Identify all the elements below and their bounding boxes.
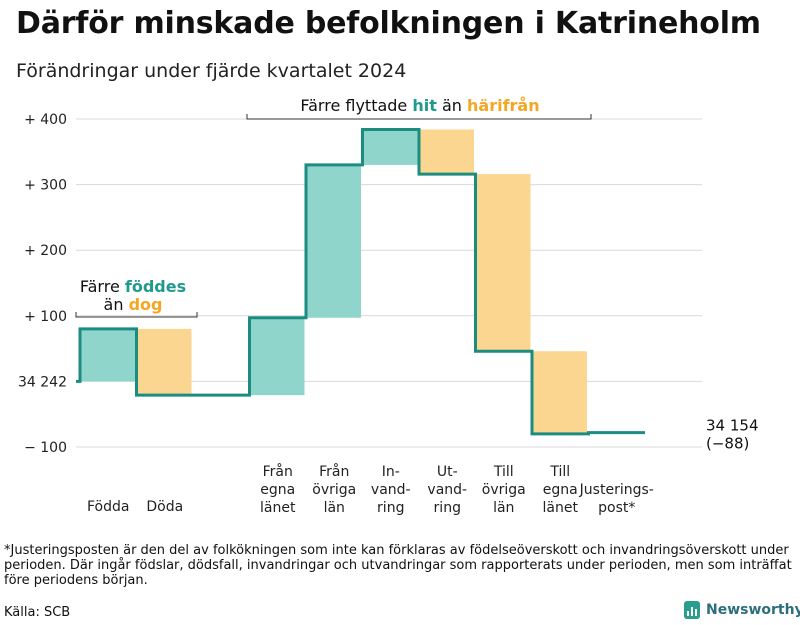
end-value-label: 34 154 bbox=[706, 417, 759, 435]
y-tick-label: + 100 bbox=[24, 309, 67, 325]
chart-subtitle: Förändringar under fjärde kvartalet 2024 bbox=[16, 60, 407, 82]
waterfall-bar bbox=[419, 129, 474, 175]
x-category-label: övriga bbox=[312, 482, 356, 498]
waterfall-chart: + 400 + 300 + 200 + 100 34 242 − 100 34 154(−8… bbox=[18, 96, 759, 516]
x-category-label: post* bbox=[598, 500, 635, 516]
x-category-label: ring bbox=[434, 500, 461, 516]
waterfall-bar bbox=[306, 164, 361, 318]
x-category-label: länet bbox=[260, 500, 296, 516]
waterfall-bar bbox=[249, 317, 305, 396]
x-category-label: In- bbox=[382, 464, 400, 480]
x-category-label: vand- bbox=[427, 482, 467, 498]
x-category-label: Till bbox=[549, 464, 570, 480]
x-category-label: Justerings- bbox=[579, 482, 654, 498]
level-line bbox=[76, 127, 645, 436]
migration-bracket bbox=[246, 114, 592, 120]
chart-title: Därför minskade befolkningen i Katrineho… bbox=[16, 6, 761, 41]
y-tick-label: − 100 bbox=[24, 440, 67, 456]
x-category-label: egna bbox=[543, 482, 578, 498]
x-category-label: Från bbox=[319, 463, 349, 480]
waterfall-bar bbox=[136, 328, 192, 396]
waterfall-bar bbox=[475, 174, 531, 352]
births-annotation-line2: än dog bbox=[104, 295, 163, 314]
net-change-label: (−88) bbox=[706, 435, 749, 453]
footnote: *Justeringsposten är den del av folkökni… bbox=[4, 543, 792, 588]
waterfall-bar bbox=[532, 351, 587, 434]
y-tick-label: 34 242 bbox=[18, 374, 67, 390]
x-category-label: Födda bbox=[87, 499, 129, 515]
x-category-label: egna bbox=[260, 482, 295, 498]
births-annotation-line1: Färre föddes bbox=[80, 277, 186, 296]
brand-logo: Newsworthy bbox=[684, 601, 800, 619]
x-category-label: vand- bbox=[371, 482, 411, 498]
x-category-label: Ut- bbox=[437, 464, 458, 480]
newsworthy-icon bbox=[684, 601, 700, 619]
migration-annotation: Färre flyttade hit än härifrån bbox=[300, 96, 539, 115]
x-category-label: Döda bbox=[146, 499, 183, 515]
x-category-label: ring bbox=[377, 500, 404, 516]
x-category-label: länet bbox=[543, 500, 579, 516]
y-tick-label: + 300 bbox=[24, 178, 67, 194]
waterfall-bar bbox=[80, 328, 135, 382]
x-category-label: övriga bbox=[482, 482, 526, 498]
x-category-label: Till bbox=[493, 464, 514, 480]
y-tick-label: + 400 bbox=[24, 112, 67, 128]
births-bracket bbox=[75, 312, 198, 318]
brand-name: Newsworthy bbox=[706, 602, 800, 618]
y-tick-label: + 200 bbox=[24, 243, 67, 259]
waterfall-bar bbox=[362, 129, 418, 165]
x-category-label: Från bbox=[263, 463, 293, 480]
source-label: Källa: SCB bbox=[4, 605, 71, 620]
x-category-label: län bbox=[324, 500, 345, 516]
x-category-label: län bbox=[493, 500, 514, 516]
